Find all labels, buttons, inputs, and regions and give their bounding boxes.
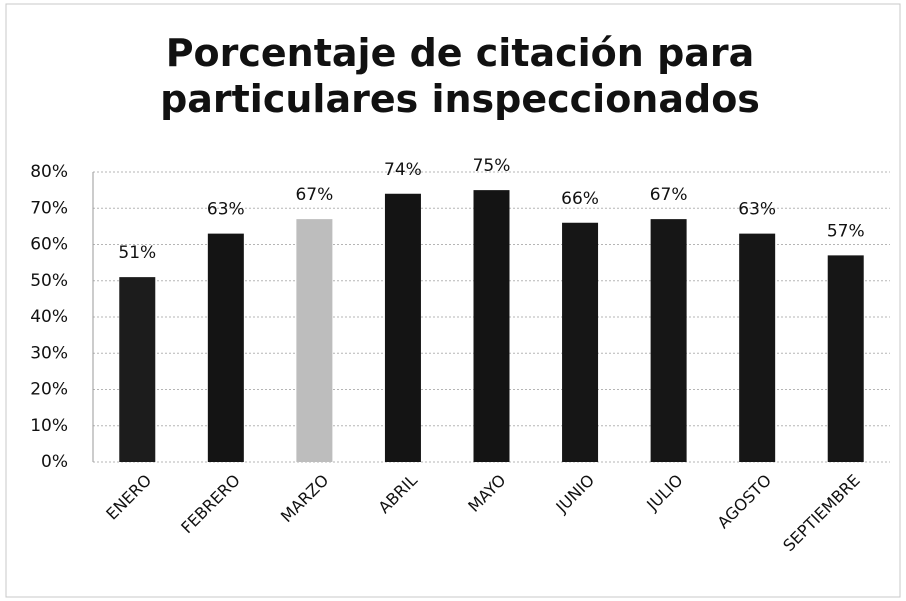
value-label: 67% (650, 185, 688, 205)
y-tick-label: 30% (30, 343, 68, 363)
chart-title: Porcentaje de citación para particulares… (160, 31, 760, 121)
y-tick-label: 70% (30, 198, 68, 218)
x-tick-label: JULIO (642, 471, 686, 515)
value-label: 74% (384, 160, 422, 180)
bar (296, 219, 333, 462)
bar (650, 219, 687, 462)
x-tick-label: SEPTIEMBRE (779, 471, 864, 556)
x-tick-label: FEBRERO (177, 471, 244, 538)
x-tick-label: AGOSTO (714, 471, 776, 533)
y-tick-label: 50% (30, 271, 68, 291)
y-tick-label: 40% (30, 307, 68, 327)
x-tick-label: MARZO (277, 471, 332, 526)
y-tick-label: 60% (30, 235, 68, 255)
bar (562, 222, 599, 462)
bar (739, 233, 776, 462)
value-label: 57% (827, 221, 865, 241)
y-tick-label: 10% (30, 416, 68, 436)
bar (119, 277, 156, 462)
x-tick-label: ENERO (102, 471, 155, 524)
y-tick-label: 20% (30, 380, 68, 400)
value-label: 63% (738, 200, 776, 220)
value-label: 66% (561, 189, 599, 209)
bar (827, 255, 864, 462)
bar (473, 190, 510, 462)
x-tick-label: MAYO (464, 471, 509, 516)
x-tick-label: JUNIO (552, 471, 598, 517)
chart-border (5, 3, 901, 598)
x-tick-label: ABRIL (375, 471, 421, 517)
value-label: 75% (473, 156, 511, 176)
bar (384, 193, 421, 462)
bar (207, 233, 244, 462)
y-tick-label: 0% (41, 452, 68, 472)
value-label: 51% (118, 243, 156, 263)
y-tick-label: 80% (30, 162, 68, 182)
value-label: 67% (295, 185, 333, 205)
value-label: 63% (207, 200, 245, 220)
